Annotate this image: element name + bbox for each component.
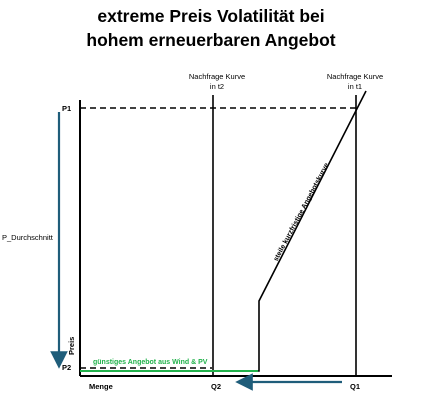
demand-t1-label-line-1: Nachfrage Kurve — [327, 72, 383, 81]
supply-curve-label: steile kurzfristige Angebotskurve — [273, 162, 331, 263]
p-average-label: P_Durchschnitt — [2, 233, 54, 242]
supply-curve — [80, 90, 367, 372]
diagram-title-line-1: extreme Preis Volatilität bei — [97, 6, 325, 26]
diagram-title-line-2: hohem erneuerbaren Angebot — [86, 30, 336, 50]
quantity-axis-label: Menge — [89, 382, 113, 391]
demand-t2-label-line-1: Nachfrage Kurve — [189, 72, 245, 81]
q2-label: Q2 — [211, 382, 221, 391]
p2-label: P2 — [62, 363, 71, 372]
demand-t2-label-line-2: in t2 — [210, 82, 224, 91]
q1-label: Q1 — [350, 382, 360, 391]
p1-label: P1 — [62, 104, 71, 113]
price-axis-label: Preis — [67, 337, 76, 355]
demand-t1-label-line-2: in t1 — [348, 82, 362, 91]
cheap-supply-label: günstiges Angebot aus Wind & PV — [93, 359, 208, 366]
